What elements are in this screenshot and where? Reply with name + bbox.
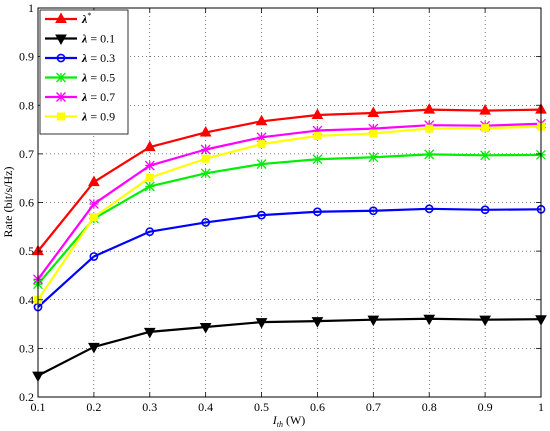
legend-label: λ = 0.5	[81, 71, 115, 85]
data-point	[144, 160, 155, 171]
data-point	[257, 210, 266, 220]
data-point	[313, 131, 322, 140]
data-point	[424, 204, 434, 214]
legend-item: λ = 0.1	[45, 32, 115, 46]
legend-box	[39, 9, 129, 135]
series-line	[37, 207, 542, 308]
y-tick-label: 0.2	[19, 390, 34, 404]
legend-item: λ = 0.9	[45, 110, 115, 124]
data-point	[145, 227, 155, 237]
data-point	[312, 154, 323, 165]
x-tick-label: 1	[538, 400, 544, 414]
data-point	[255, 114, 268, 126]
data-point	[257, 140, 266, 149]
data-point	[480, 150, 491, 161]
legend-marker	[56, 53, 66, 63]
y-tick-label: 0.7	[19, 147, 34, 161]
legend-marker	[55, 12, 67, 23]
data-point	[368, 152, 379, 163]
x-tick-label: 0.5	[254, 400, 269, 414]
series-line	[37, 125, 542, 301]
data-point	[424, 149, 435, 160]
legend-label: λ = 0.1	[81, 32, 115, 46]
data-point	[143, 140, 156, 152]
data-point	[481, 124, 490, 133]
legend: λ* λ = 0.1 λ = 0.3 λ = 0.5 λ = 0.7 λ = 0.9	[39, 9, 129, 135]
data-point	[88, 175, 100, 187]
y-tick-label: 1	[28, 1, 34, 15]
legend-label: λ*	[81, 11, 91, 26]
legend-marker	[55, 34, 67, 46]
data-point	[145, 173, 154, 182]
tick-labels: 0.1 0.2 0.3 0.4 0.5 0.6 0.7 0.8 0.9 10.20.30.40.5…	[19, 1, 544, 414]
data-point	[479, 104, 491, 115]
legend-label: λ = 0.7	[81, 90, 115, 104]
x-tick-label: 0.7	[366, 400, 381, 414]
data-point	[144, 181, 155, 192]
legend-marker	[56, 72, 66, 83]
data-point	[255, 318, 268, 329]
data-point	[367, 106, 380, 118]
series-line	[37, 317, 542, 377]
x-tick-label: 0.8	[422, 400, 437, 414]
data-point	[311, 108, 324, 119]
legend-marker	[56, 92, 66, 102]
legend-label: λ = 0.3	[81, 51, 115, 65]
series-line	[37, 122, 542, 280]
data-point	[201, 218, 211, 227]
data-point	[313, 207, 322, 217]
data-point	[89, 213, 98, 222]
legend-item: λ = 0.5	[45, 71, 115, 85]
x-tick-label: 0.6	[310, 400, 325, 414]
data-point	[311, 317, 324, 328]
data-point	[480, 205, 490, 215]
y-tick-label: 0.3	[19, 341, 34, 355]
data-point	[201, 154, 210, 163]
y-tick-label: 0.8	[19, 98, 34, 112]
data-point	[88, 198, 99, 209]
series-line	[37, 108, 542, 252]
data-point	[256, 159, 267, 170]
data-point	[367, 315, 380, 327]
data-point	[199, 125, 212, 137]
y-tick-label: 0.9	[19, 50, 34, 64]
x-axis-label: Ith (W)	[272, 413, 306, 429]
x-tick-label: 0.3	[142, 400, 157, 414]
data-point	[200, 168, 211, 179]
series-0	[32, 103, 547, 256]
x-tick-label: 0.2	[86, 400, 101, 414]
series-line	[37, 153, 542, 285]
data-point	[368, 206, 378, 216]
legend-item: λ*	[45, 11, 91, 26]
legend-marker	[57, 112, 65, 121]
data-point	[88, 342, 100, 354]
legend-label: λ = 0.9	[81, 110, 115, 124]
x-tick-label: 0.9	[478, 400, 493, 414]
legend-item: λ = 0.7	[45, 90, 115, 104]
y-tick-label: 0.4	[19, 293, 34, 307]
x-tick-label: 0.4	[198, 400, 213, 414]
y-axis-label: Rate (bit/s/Hz)	[1, 167, 15, 238]
y-tick-label: 0.5	[19, 244, 34, 258]
x-tick-label: 0.1	[31, 400, 46, 414]
data-point	[143, 327, 156, 339]
data-point	[423, 103, 436, 114]
data-point	[200, 144, 211, 155]
data-point	[425, 124, 434, 133]
data-point	[199, 322, 212, 334]
y-tick-label: 0.6	[19, 196, 34, 210]
legend-item: λ = 0.3	[45, 51, 115, 65]
data-point	[369, 129, 378, 138]
data-point	[479, 315, 491, 327]
data-point	[89, 252, 99, 261]
data-point	[423, 314, 436, 326]
